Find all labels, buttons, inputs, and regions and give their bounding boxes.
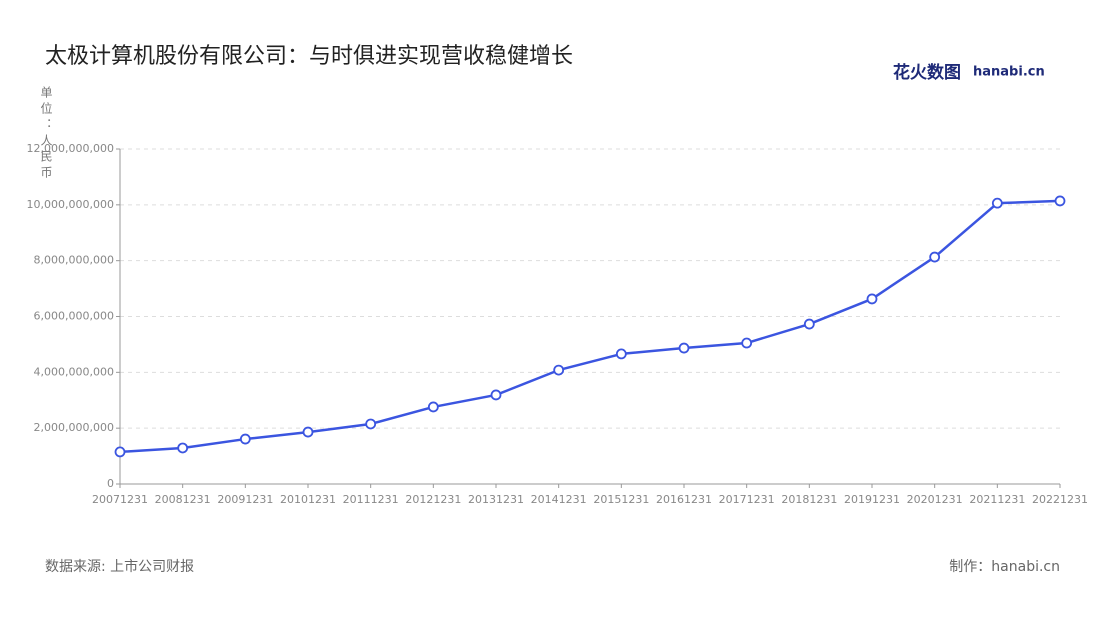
y-tick-label: 12,000,000,000 [27,142,114,155]
logo-domain: hanabi.cn [973,65,1045,80]
data-line [119,199,1061,454]
y-axis-label: 单位：人民币 [39,86,53,182]
data-point [803,318,815,330]
x-tick-label: 20151231 [593,493,649,506]
x-tick-label: 20221231 [1032,493,1088,506]
data-point [1054,195,1066,207]
data-point [490,389,502,401]
data-point [929,251,941,263]
x-tick-label: 20081231 [155,493,211,506]
x-tick-label: 20121231 [405,493,461,506]
y-tick-label: 0 [107,477,114,490]
data-point [427,401,439,413]
data-point [365,418,377,430]
x-tick-label: 20071231 [92,493,148,506]
x-tick-label: 20111231 [343,493,399,506]
x-tick-label: 20181231 [781,493,837,506]
y-tick-label: 8,000,000,000 [34,254,114,267]
data-point [866,293,878,305]
data-point [302,426,314,438]
y-tick-label: 4,000,000,000 [34,365,114,378]
x-tick-label: 20161231 [656,493,712,506]
y-tick-label: 6,000,000,000 [34,310,114,323]
data-point [991,197,1003,209]
chart-title: 太极计算机股份有限公司：与时俱进实现营收稳健增长 [45,44,573,69]
x-tick-label: 20131231 [468,493,524,506]
source-note: 数据来源: 上市公司财报 [45,558,194,575]
y-tick-label: 2,000,000,000 [34,421,114,434]
data-point [678,342,690,354]
data-point [177,442,189,454]
x-tick-label: 20101231 [280,493,336,506]
x-tick-label: 20201231 [907,493,963,506]
data-point [239,433,251,445]
x-tick-label: 20091231 [217,493,273,506]
data-point [741,337,753,349]
data-point [553,364,565,376]
x-tick-label: 20171231 [719,493,775,506]
logo-text: 花火数图 [893,62,961,83]
credit-note: 制作：hanabi.cn [949,559,1060,575]
data-point [114,446,126,458]
x-tick-label: 20191231 [844,493,900,506]
x-tick-label: 20141231 [531,493,587,506]
data-point [615,348,627,360]
y-tick-label: 10,000,000,000 [27,198,114,211]
x-tick-label: 20211231 [969,493,1025,506]
